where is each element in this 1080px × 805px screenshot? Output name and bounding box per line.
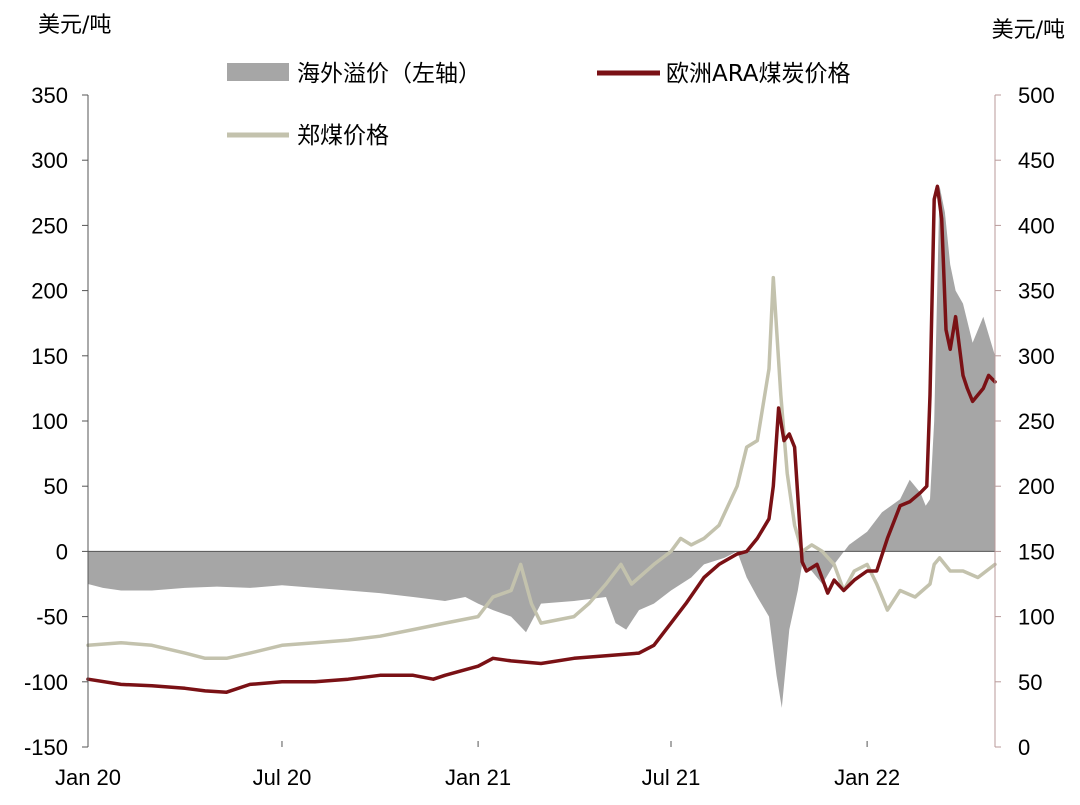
right-tick-label: 300: [1018, 344, 1055, 369]
legend-swatch-spread: [227, 63, 289, 81]
left-tick-label: 150: [31, 344, 68, 369]
x-tick-label: Jan 22: [834, 765, 900, 790]
right-tick-label: 350: [1018, 279, 1055, 304]
series-ara-line: [86, 184, 997, 694]
left-tick-label: 250: [31, 213, 68, 238]
legend: 海外溢价（左轴） 欧洲ARA煤炭价格 郑煤价格: [227, 61, 851, 149]
right-axis-ticks: 0 50 100 150 200 250 300 350 400 450 500: [995, 83, 1055, 760]
right-tick-label: 450: [1018, 148, 1055, 173]
line-layer: [86, 184, 997, 694]
left-tick-label: 200: [31, 279, 68, 304]
right-tick-label: 0: [1018, 735, 1030, 760]
left-axis-unit: 美元/吨: [38, 13, 111, 38]
left-tick-label: 300: [31, 148, 68, 173]
axes: [87, 95, 996, 747]
legend-label-spread: 海外溢价（左轴）: [297, 61, 481, 87]
left-tick-label: 50: [44, 474, 68, 499]
right-tick-label: 250: [1018, 409, 1055, 434]
right-tick-label: 200: [1018, 474, 1055, 499]
x-tick-label: Jul 20: [253, 765, 312, 790]
series-zheng-line: [86, 275, 997, 661]
x-tick-label: Jan 21: [445, 765, 511, 790]
right-tick-label: 50: [1018, 670, 1042, 695]
right-axis-unit: 美元/吨: [992, 18, 1065, 43]
right-tick-label: 500: [1018, 83, 1055, 108]
left-tick-label: 100: [31, 409, 68, 434]
series-spread-area: [88, 186, 995, 708]
left-tick-label: -50: [36, 605, 68, 630]
right-tick-label: 100: [1018, 605, 1055, 630]
right-tick-label: 400: [1018, 213, 1055, 238]
left-tick-label: 0: [56, 539, 68, 564]
x-axis-ticks: Jan 20 Jul 20 Jan 21 Jul 21 Jan 22: [55, 741, 900, 790]
legend-label-zheng: 郑煤价格: [297, 123, 389, 149]
left-axis-ticks: -150 -100 -50 0 50 100 150 200 250 300 350: [24, 83, 88, 760]
spread-area-layer: [88, 186, 995, 708]
x-tick-label: Jan 20: [55, 765, 121, 790]
left-tick-label: -100: [24, 670, 68, 695]
right-tick-label: 150: [1018, 539, 1055, 564]
legend-label-ara: 欧洲ARA煤炭价格: [666, 61, 851, 87]
left-tick-label: 350: [31, 83, 68, 108]
left-tick-label: -150: [24, 735, 68, 760]
x-tick-label: Jul 21: [642, 765, 701, 790]
